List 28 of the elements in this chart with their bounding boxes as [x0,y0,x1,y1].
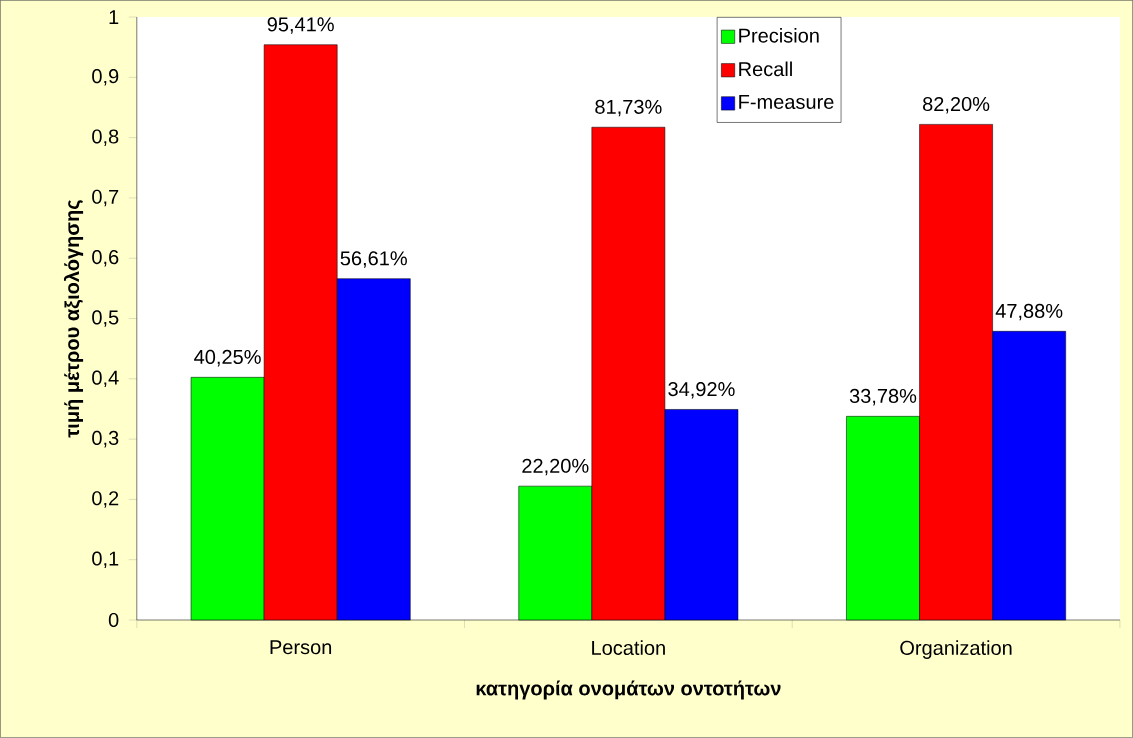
legend-label: Precision [739,28,819,43]
y-axis-title: τιμή μέτρου αξιολόγησης [63,200,84,438]
y-tick-label: 0,7 [92,189,119,207]
data-label: 82,20% [923,97,990,114]
data-label: 95,41% [267,17,334,34]
y-tick-label: 0,8 [92,129,119,147]
data-label: 33,78% [849,388,917,406]
data-label: 81,73% [595,99,662,117]
y-tick-label: 0 [108,613,119,628]
data-label: 47,88% [995,303,1063,321]
legend-label: F-measure [739,95,834,110]
data-label: 56,61% [340,251,407,268]
data-label: 40,25% [194,349,261,367]
legend-label: Recall [739,61,792,77]
x-tick-label: Person [270,640,332,655]
x-tick-label: Organization [900,640,1012,660]
x-tick-label: Location [592,640,665,656]
y-tick-label: 0,5 [92,310,119,327]
data-label: 22,20% [522,458,589,476]
x-axis-title: κατηγορία ονομάτων οντοτήτων [476,680,781,700]
y-tick-label: 1 [109,10,119,25]
y-tick-label: 0,9 [92,69,119,86]
y-tick-label: 0,3 [92,430,119,448]
y-tick-label: 0,6 [92,250,119,267]
y-tick-label: 0,4 [92,370,119,388]
y-tick-label: 0,1 [92,551,119,569]
y-tick-label: 0,2 [92,491,119,508]
data-label: 34,92% [668,382,735,399]
